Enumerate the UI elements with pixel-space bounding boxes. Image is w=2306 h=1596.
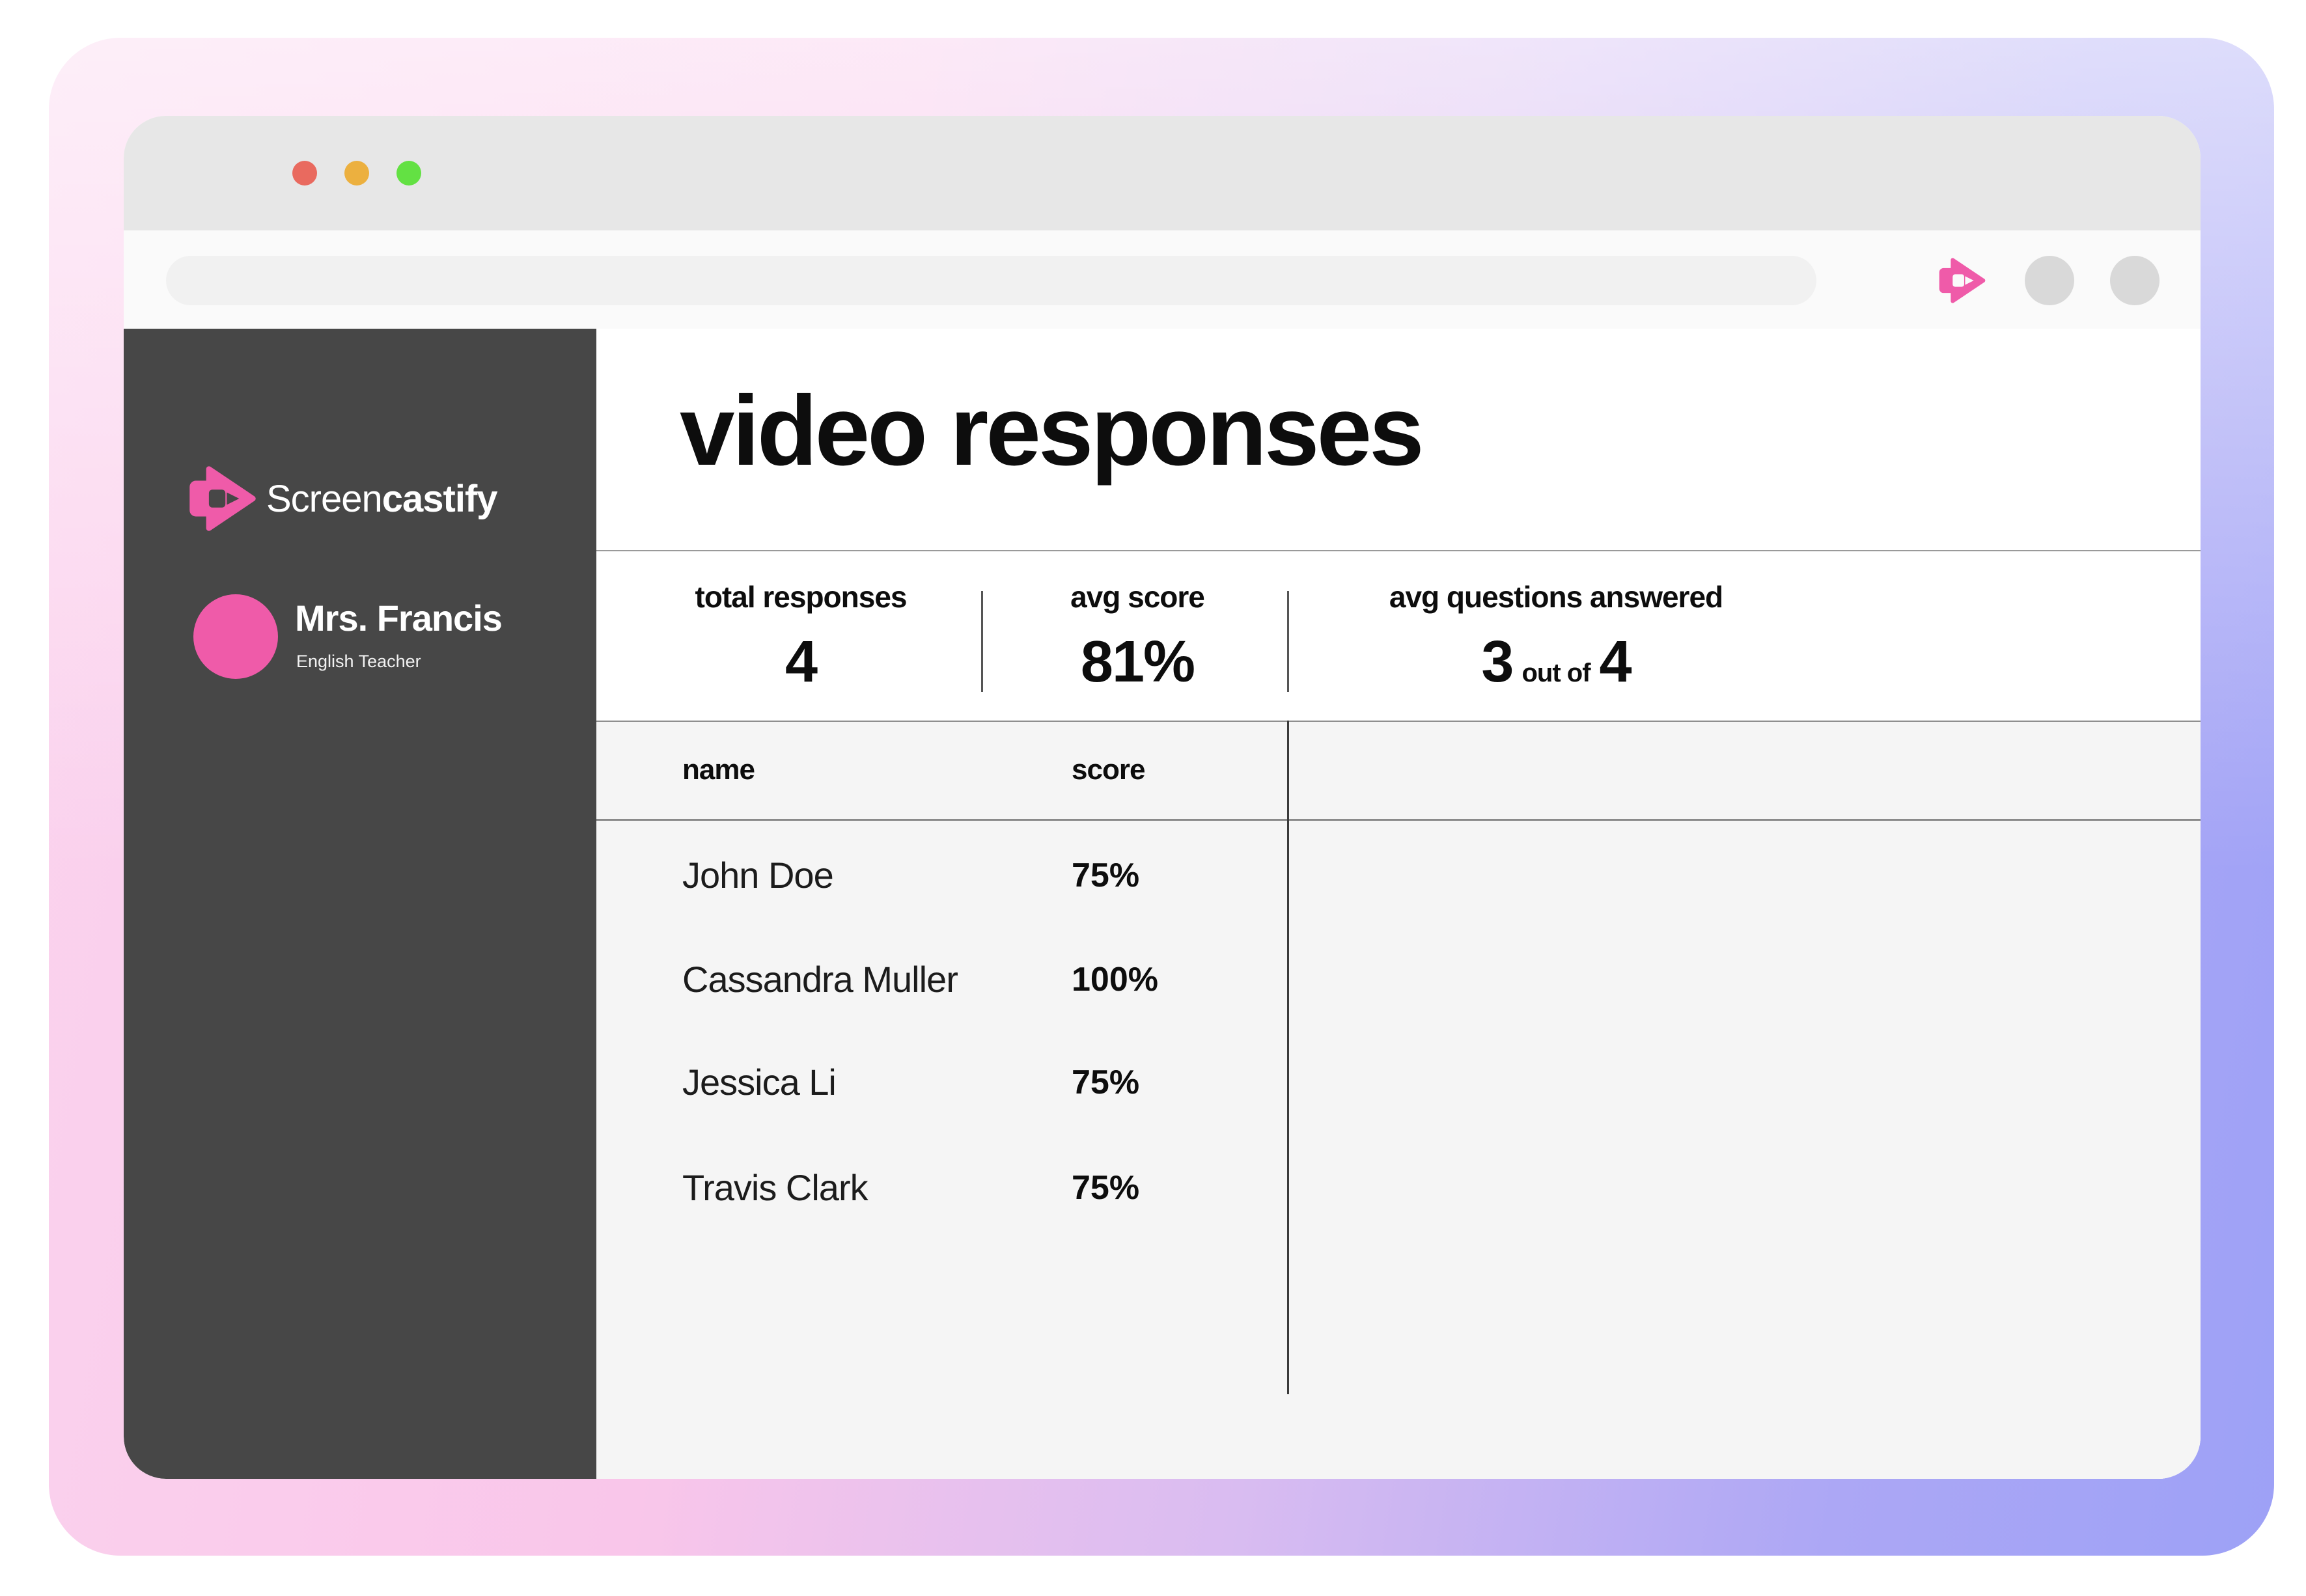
title-divider bbox=[596, 550, 2201, 551]
student-name: Travis Clark bbox=[682, 1167, 868, 1208]
table-row[interactable]: Cassandra Muller 100% bbox=[596, 947, 1287, 1012]
student-name: Cassandra Muller bbox=[682, 959, 958, 1000]
stat-value: 3 out of 4 bbox=[1361, 629, 1751, 696]
toolbar-circle-1[interactable] bbox=[2025, 256, 2074, 305]
user-role: English Teacher bbox=[296, 652, 421, 671]
stats-separator-1 bbox=[981, 591, 983, 692]
toolbar-circle-2[interactable] bbox=[2110, 256, 2160, 305]
user-name: Mrs. Francis bbox=[295, 598, 503, 639]
browser-toolbar bbox=[124, 230, 2201, 329]
student-score: 75% bbox=[1072, 1169, 1140, 1207]
student-score: 75% bbox=[1072, 857, 1140, 894]
stats-row: total responses 4 avg score 81% avg ques… bbox=[596, 579, 2201, 719]
stat-big-number: 4 bbox=[1599, 629, 1632, 695]
address-bar-input[interactable] bbox=[166, 256, 1816, 305]
student-score: 100% bbox=[1072, 961, 1158, 998]
brand-word-bold: castify bbox=[382, 477, 498, 520]
page-title: video responses bbox=[680, 376, 1424, 486]
stats-separator-2 bbox=[1287, 591, 1289, 692]
brand-wordmark: Screencastify bbox=[266, 477, 498, 521]
brand-word-regular: Screen bbox=[266, 477, 383, 520]
student-name: Jessica Li bbox=[682, 1062, 837, 1103]
stat-label: avg questions answered bbox=[1389, 580, 1723, 614]
app-body: Screencastify Mrs. Francis English Teach… bbox=[124, 329, 2201, 1479]
table-row[interactable]: John Doe 75% bbox=[596, 843, 1287, 908]
stat-label: total responses bbox=[695, 580, 908, 614]
stat-label: avg score bbox=[1070, 580, 1205, 614]
table-vertical-divider bbox=[1287, 721, 1289, 1394]
table-top-divider bbox=[596, 721, 2201, 722]
maximize-button[interactable] bbox=[396, 161, 421, 186]
stat-value: 81% bbox=[1080, 629, 1195, 695]
screencastify-play-icon bbox=[188, 462, 257, 535]
stat-avg-questions: avg questions answered 3 out of 4 bbox=[1361, 579, 1751, 696]
close-button[interactable] bbox=[292, 161, 317, 186]
stat-total-responses: total responses 4 bbox=[684, 579, 918, 696]
table-row[interactable]: Jessica Li 75% bbox=[596, 1050, 1287, 1115]
stat-out-of-label: out of bbox=[1521, 659, 1591, 687]
column-header-score: score bbox=[1072, 754, 1145, 786]
student-score: 75% bbox=[1072, 1064, 1140, 1101]
minimize-button[interactable] bbox=[344, 161, 369, 186]
student-name: John Doe bbox=[682, 855, 834, 896]
column-header-name: name bbox=[682, 754, 755, 786]
responses-table bbox=[596, 721, 2201, 1479]
screencastify-extension-icon[interactable] bbox=[1937, 255, 1988, 306]
main-content: video responses total responses 4 avg sc… bbox=[596, 329, 2201, 1479]
brand-logo: Screencastify bbox=[188, 462, 498, 535]
table-row[interactable]: Travis Clark 75% bbox=[596, 1155, 1287, 1220]
sidebar: Screencastify Mrs. Francis English Teach… bbox=[124, 329, 596, 1479]
stat-avg-score: avg score 81% bbox=[1020, 579, 1255, 696]
stat-big-number: 3 bbox=[1481, 629, 1514, 695]
stat-value: 4 bbox=[785, 629, 818, 695]
user-avatar[interactable] bbox=[193, 594, 278, 679]
header-divider bbox=[596, 819, 2201, 821]
browser-titlebar bbox=[124, 116, 2201, 230]
browser-window: Screencastify Mrs. Francis English Teach… bbox=[124, 116, 2201, 1479]
